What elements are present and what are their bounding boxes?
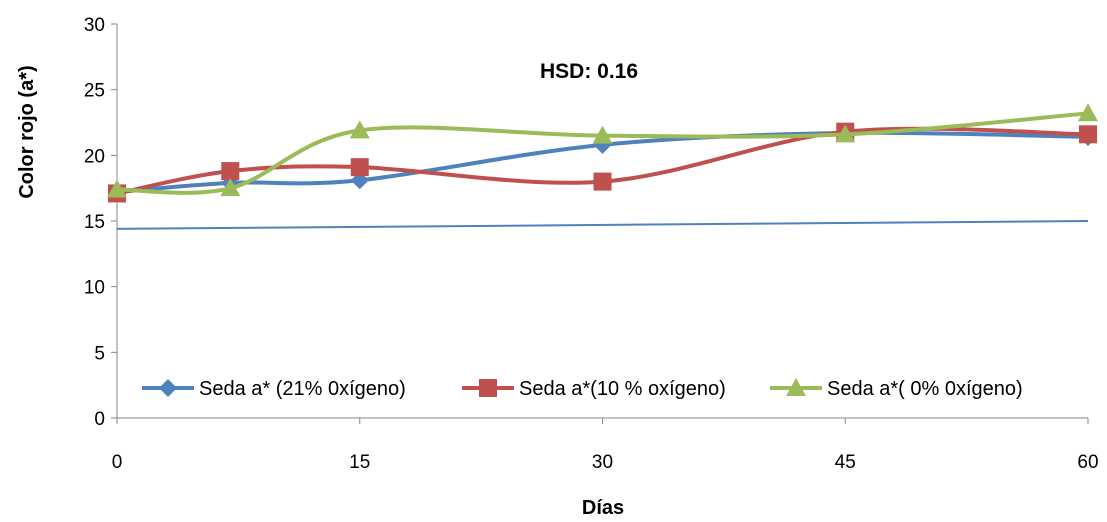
x-tick-label: 0 [112,452,123,473]
x-ticks: 0 15 30 45 60 [112,418,1099,473]
y-ticks: 0 5 10 15 20 25 30 [84,15,117,430]
data-point [220,178,241,197]
legend-entry: Seda a*(10 % oxígeno) [462,378,726,400]
axes [116,24,1088,419]
legend-label: Seda a*(10 % oxígeno) [519,378,726,400]
data-point [592,125,613,144]
x-tick-label: 45 [835,452,856,473]
x-tick-label: 15 [349,452,370,473]
trendline [116,220,1089,230]
data-point [835,124,856,143]
series-triangle [107,103,1098,198]
legend-entry: Seda a*( 0% 0xígeno) [770,378,1023,400]
data-point [107,179,127,198]
legend-swatch-marker [159,379,177,397]
x-tick-label: 60 [1077,452,1098,473]
data-point [350,158,369,177]
legend-label: Seda a*( 0% 0xígeno) [827,378,1023,400]
data-point [1079,125,1097,144]
data-point [593,172,612,191]
legend-swatch-marker [479,379,497,397]
data-point [221,162,240,181]
series-group [107,103,1098,203]
y-tick-label: 15 [84,212,105,233]
y-tick-label: 20 [84,146,105,167]
hsd-annotation: HSD: 0.16 [540,60,638,83]
data-point [349,120,370,139]
y-tick-label: 25 [84,81,105,102]
legend-label: Seda a* (21% 0xígeno) [199,378,406,400]
y-tick-label: 0 [94,409,105,430]
y-tick-label: 5 [94,343,105,364]
y-tick-label: 10 [84,278,105,299]
legend: Seda a* (21% 0xígeno) Seda a*(10 % oxígen… [142,378,1023,400]
legend-entry: Seda a* (21% 0xígeno) [142,378,406,400]
x-axis-title: Días [582,497,624,519]
data-point [1078,103,1098,122]
trendline-group [116,220,1089,230]
y-axis-title: Color rojo (a*) [16,65,38,198]
x-tick-label: 30 [592,452,613,473]
y-tick-label: 30 [84,15,105,36]
legend-swatch-marker [786,378,806,396]
